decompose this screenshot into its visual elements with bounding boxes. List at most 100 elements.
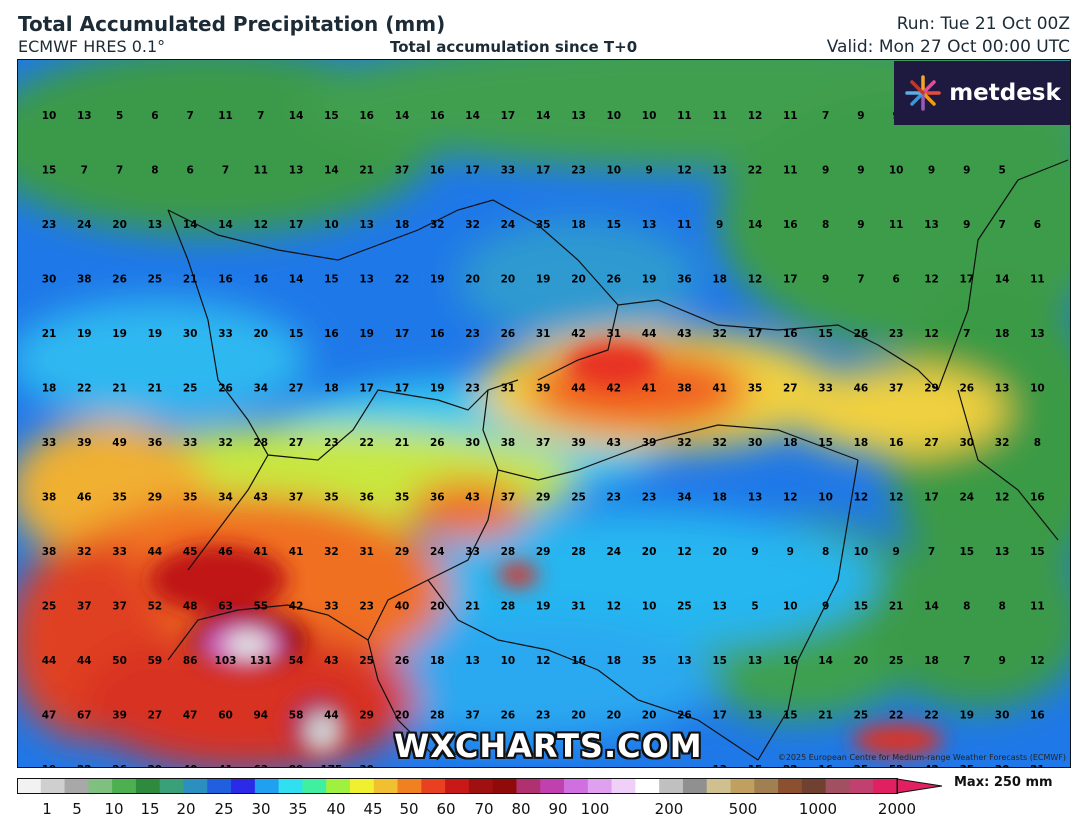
colorbar-tick-label: 15: [140, 800, 160, 818]
flower-burst-icon: [905, 75, 941, 111]
grid-value: 8: [963, 601, 970, 613]
colorbar-cell: [397, 778, 422, 794]
grid-value: 7: [998, 219, 1005, 231]
grid-value: 33: [42, 437, 57, 449]
grid-value: 89: [289, 764, 304, 768]
grid-value: 16: [818, 764, 833, 768]
grid-value: 19: [42, 764, 57, 768]
grid-value: 20: [501, 274, 516, 286]
grid-value: 22: [77, 383, 92, 395]
grid-value: 35: [183, 492, 198, 504]
grid-value: 9: [963, 219, 970, 231]
grid-value: 7: [81, 165, 88, 177]
grid-value: 9: [963, 165, 970, 177]
grid-value: 131: [250, 655, 272, 667]
grid-value: 13: [77, 110, 92, 122]
grid-value: 20: [112, 219, 127, 231]
grid-value: 29: [395, 546, 410, 558]
grid-value: 25: [854, 710, 869, 722]
grid-value: 34: [677, 492, 692, 504]
grid-value: 8: [151, 165, 158, 177]
colorbar-cell: [183, 778, 208, 794]
grid-value: 26: [395, 655, 410, 667]
colorbar-cell: [564, 778, 589, 794]
colorbar-cell: [326, 778, 351, 794]
grid-value: 32: [712, 437, 727, 449]
colorbar-cell: [659, 778, 684, 794]
grid-value: 27: [783, 383, 798, 395]
grid-value: 7: [822, 110, 829, 122]
grid-value: 26: [218, 383, 233, 395]
colorbar-cell: [231, 778, 256, 794]
grid-value: 19: [430, 274, 445, 286]
colorbar-cell: [159, 778, 185, 794]
grid-value: 40: [395, 601, 410, 613]
grid-value: 30: [465, 437, 480, 449]
grid-value: 13: [748, 492, 763, 504]
grid-value: 21: [395, 437, 410, 449]
grid-value: 63: [218, 601, 233, 613]
grid-value: 15: [783, 710, 798, 722]
grid-value: 13: [924, 219, 939, 231]
grid-value: 28: [430, 710, 445, 722]
grid-value: 26: [501, 328, 516, 340]
grid-value: 38: [42, 546, 57, 558]
colorbar-tick-label: 50: [399, 800, 419, 818]
grid-value: 18: [712, 274, 727, 286]
grid-value: 12: [677, 165, 692, 177]
grid-value: 19: [359, 328, 374, 340]
grid-value: 17: [924, 492, 939, 504]
grid-value: 8: [822, 546, 829, 558]
colorbar-cell: [468, 778, 494, 794]
grid-value: 41: [218, 764, 233, 768]
grid-value: 17: [465, 165, 480, 177]
grid-value: 20: [642, 546, 657, 558]
chart-subtitle: Total accumulation since T+0: [390, 38, 638, 56]
grid-value: 14: [218, 219, 233, 231]
grid-value: 35: [959, 764, 974, 768]
grid-value: 23: [42, 219, 57, 231]
grid-value: 29: [924, 383, 939, 395]
colorbar-cell: [849, 778, 874, 794]
precipitation-map: 10 13 5 6 7 11 7 14 15 16 14 16 14 17 14 13 10 10 11 11 12 11…: [17, 59, 1071, 768]
metdesk-logo: metdesk: [894, 61, 1070, 125]
grid-value: 6: [151, 110, 158, 122]
grid-value: 35: [642, 655, 657, 667]
grid-value: 20: [606, 710, 621, 722]
grid-value: 41: [253, 546, 268, 558]
colorbar-cell: [540, 778, 565, 794]
grid-value: 39: [77, 437, 92, 449]
grid-value: 6: [1034, 219, 1041, 231]
grid-value: 37: [536, 437, 551, 449]
grid-value: 36: [148, 437, 163, 449]
grid-value: 37: [77, 601, 92, 613]
grid-value: 15: [606, 219, 621, 231]
grid-value: 31: [359, 546, 374, 558]
grid-value: 58: [289, 710, 304, 722]
grid-value: 17: [501, 110, 516, 122]
grid-value: 27: [289, 437, 304, 449]
colorbar-tick-label: 35: [288, 800, 308, 818]
grid-value: 33: [183, 437, 198, 449]
grid-value: 60: [218, 710, 233, 722]
grid-value: 23: [536, 710, 551, 722]
grid-value: 8: [998, 601, 1005, 613]
colorbar-cell: [17, 778, 42, 794]
grid-value: 41: [289, 546, 304, 558]
grid-value: 19: [430, 383, 445, 395]
grid-value: 32: [430, 219, 445, 231]
grid-value: 14: [465, 110, 480, 122]
grid-value: 12: [889, 492, 904, 504]
grid-value: 15: [748, 764, 763, 768]
grid-value: 33: [501, 165, 516, 177]
grid-value: 11: [712, 110, 727, 122]
grid-value: 21: [889, 601, 904, 613]
grid-value: 42: [571, 328, 586, 340]
grid-value: 43: [677, 328, 692, 340]
grid-value: 94: [253, 710, 268, 722]
grid-value: 30: [42, 274, 57, 286]
grid-value: 36: [359, 492, 374, 504]
grid-value: 25: [42, 601, 57, 613]
grid-value: 16: [253, 274, 268, 286]
grid-value: 37: [465, 710, 480, 722]
